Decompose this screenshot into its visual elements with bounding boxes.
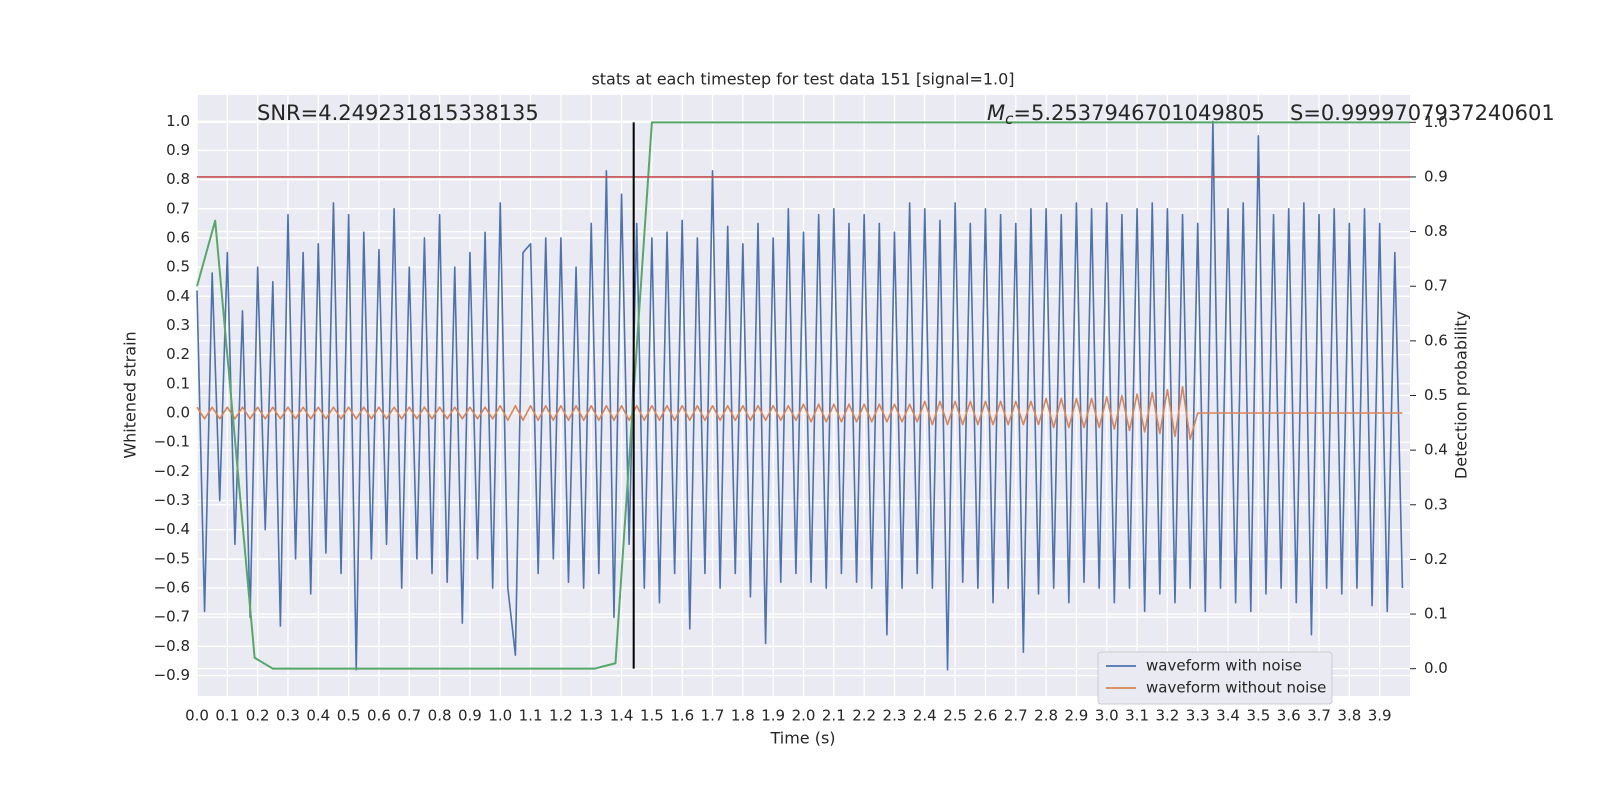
x-tick-label: 2.5 bbox=[943, 707, 967, 725]
x-tick-label: 0.2 bbox=[246, 707, 270, 725]
x-tick-label: 0.0 bbox=[185, 707, 209, 725]
x-tick-label: 2.3 bbox=[883, 707, 907, 725]
y2-tick-label: 0.2 bbox=[1424, 550, 1448, 568]
series-line bbox=[196, 385, 1403, 441]
annotation-value: =5.2537946701049805 bbox=[1013, 101, 1264, 125]
x-tick-label: 3.1 bbox=[1125, 707, 1149, 725]
y-tick-label: 0.4 bbox=[166, 287, 190, 305]
y-tick-label: −0.4 bbox=[154, 520, 190, 538]
y-tick-label: 0.0 bbox=[166, 404, 190, 422]
y-tick-label: −0.5 bbox=[154, 549, 190, 567]
detection-line bbox=[196, 121, 1410, 670]
x-tick-label: 3.0 bbox=[1095, 707, 1119, 725]
y2-axis-label: Detection probability bbox=[1452, 311, 1471, 479]
annotation-subscript: c bbox=[1005, 110, 1014, 128]
x-tick-label: 2.1 bbox=[822, 707, 846, 725]
x-tick-label: 3.6 bbox=[1277, 707, 1301, 725]
y2-tick-label: 0.8 bbox=[1424, 222, 1448, 240]
y-tick-label: −0.3 bbox=[154, 491, 190, 509]
x-tick-label: 2.9 bbox=[1064, 707, 1088, 725]
x-tick-label: 0.7 bbox=[397, 707, 421, 725]
x-tick-label: 3.3 bbox=[1186, 707, 1210, 725]
y2-tick-label: 1.0 bbox=[1424, 113, 1448, 131]
chart-title: stats at each timestep for test data 151… bbox=[591, 70, 1014, 89]
x-tick-label: 2.2 bbox=[852, 707, 876, 725]
x-tick-label: 1.7 bbox=[701, 707, 725, 725]
x-tick-label: 3.2 bbox=[1155, 707, 1179, 725]
x-tick-label: 1.5 bbox=[640, 707, 664, 725]
y-tick-label: −0.7 bbox=[154, 608, 190, 626]
y2-tick-label: 0.1 bbox=[1424, 605, 1448, 623]
y2-tick-label: 0.0 bbox=[1424, 659, 1448, 677]
x-tick-label: 2.4 bbox=[913, 707, 937, 725]
x-tick-label: 1.3 bbox=[579, 707, 603, 725]
y-tick-label: 1.0 bbox=[166, 112, 190, 130]
x-tick-label: 0.1 bbox=[215, 707, 239, 725]
y-tick-label: −0.2 bbox=[154, 462, 190, 480]
x-tick-label: 1.2 bbox=[549, 707, 573, 725]
y-tick-label: 0.3 bbox=[166, 316, 190, 334]
x-tick-label: 2.6 bbox=[974, 707, 998, 725]
x-tick-label: 0.6 bbox=[367, 707, 391, 725]
x-tick-label: 3.7 bbox=[1307, 707, 1331, 725]
y-tick-label: −0.6 bbox=[154, 579, 190, 597]
x-tick-label: 1.0 bbox=[488, 707, 512, 725]
y2-tick-label: 0.6 bbox=[1424, 331, 1448, 349]
x-tick-label: 1.8 bbox=[731, 707, 755, 725]
annotation-symbol: M bbox=[987, 101, 1005, 125]
legend-label: waveform without noise bbox=[1146, 679, 1326, 697]
y2-tick-label: 0.5 bbox=[1424, 386, 1448, 404]
x-tick-label: 3.4 bbox=[1216, 707, 1240, 725]
y2-tick-label: 0.7 bbox=[1424, 277, 1448, 295]
y-tick-label: 0.2 bbox=[166, 345, 190, 363]
y2-tick-label: 0.9 bbox=[1424, 167, 1448, 185]
y-tick-label: 0.6 bbox=[166, 228, 190, 246]
y-tick-label: −0.9 bbox=[154, 666, 190, 684]
x-tick-label: 1.9 bbox=[761, 707, 785, 725]
y-tick-label: 0.1 bbox=[166, 374, 190, 392]
y2-tick-label: 0.3 bbox=[1424, 495, 1448, 513]
y-tick-label: 0.9 bbox=[166, 141, 190, 159]
y2-tick-label: 0.4 bbox=[1424, 441, 1448, 459]
x-tick-label: 1.1 bbox=[519, 707, 543, 725]
x-tick-label: 2.0 bbox=[792, 707, 816, 725]
x-tick-label: 0.5 bbox=[337, 707, 361, 725]
y-tick-label: 0.5 bbox=[166, 258, 190, 276]
x-tick-label: 1.4 bbox=[610, 707, 634, 725]
x-tick-label: 1.6 bbox=[670, 707, 694, 725]
x-tick-label: 3.9 bbox=[1368, 707, 1392, 725]
x-tick-label: 0.4 bbox=[306, 707, 330, 725]
x-tick-label: 2.8 bbox=[1034, 707, 1058, 725]
y-tick-label: −0.1 bbox=[154, 433, 190, 451]
y-tick-label: 0.8 bbox=[166, 170, 190, 188]
x-tick-label: 3.5 bbox=[1246, 707, 1270, 725]
legend-box bbox=[1097, 651, 1333, 705]
y-axis-label: Whitened strain bbox=[121, 331, 140, 458]
x-tick-label: 0.8 bbox=[428, 707, 452, 725]
y-tick-label: 0.7 bbox=[166, 199, 190, 217]
series-line bbox=[196, 120, 1404, 671]
legend-label: waveform with noise bbox=[1146, 657, 1302, 675]
x-tick-label: 3.8 bbox=[1337, 707, 1361, 725]
x-tick-label: 2.7 bbox=[1004, 707, 1028, 725]
annotation: SNR=4.249231815338135 bbox=[257, 101, 539, 125]
x-tick-label: 0.9 bbox=[458, 707, 482, 725]
x-tick-label: 0.3 bbox=[276, 707, 300, 725]
annotation: Mc=5.2537946701049805 bbox=[987, 101, 1265, 128]
annotation: S=0.9999707937240601 bbox=[1290, 101, 1555, 125]
x-axis-label: Time (s) bbox=[769, 729, 835, 748]
y-tick-label: −0.8 bbox=[154, 637, 190, 655]
